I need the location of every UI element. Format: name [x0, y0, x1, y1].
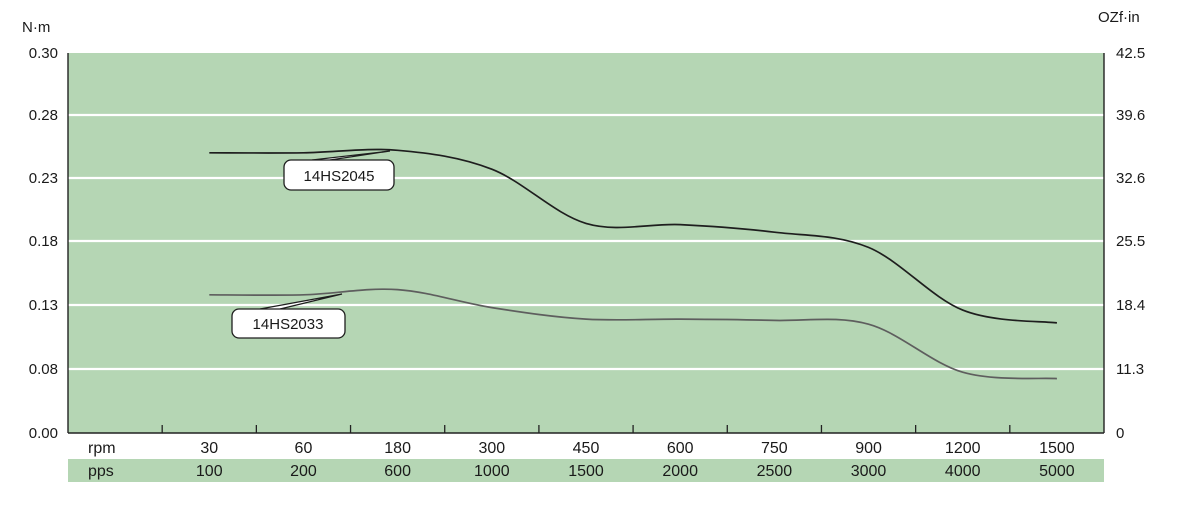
pps-tick-label: 2000	[662, 463, 698, 480]
y-left-tick-label: 0.08	[29, 361, 58, 378]
callout-14HS2033: 14HS2033	[231, 293, 346, 339]
callout-box-14HS2033	[231, 308, 346, 339]
rpm-tick-label: 180	[384, 440, 411, 457]
rpm-tick-labels: 30 60 180 300 450 600 750 900 1200 1500	[200, 440, 1074, 457]
x-axis-ticks	[161, 425, 1011, 433]
y-right-tick-label: 18.4	[1116, 297, 1145, 314]
y-left-tick-label: 0.28	[29, 107, 58, 124]
pps-tick-label: 2500	[757, 463, 793, 480]
pps-tick-label: 600	[384, 463, 411, 480]
y-left-tick-label: 0.00	[29, 425, 58, 442]
rpm-tick-label: 900	[855, 440, 882, 457]
callout-label-14HS2033: 14HS2033	[253, 316, 324, 333]
y-right-tick-label: 25.5	[1116, 233, 1145, 250]
rpm-tick-label: 300	[478, 440, 505, 457]
y-right-tick-label: 0	[1116, 425, 1124, 442]
pps-tick-labels: 100 200 600 1000 1500 2000 2500 3000 4000 5000	[196, 463, 1075, 480]
pps-tick-label: 5000	[1039, 463, 1075, 480]
y-left-tick-labels: 0.00 0.08 0.13 0.18 0.23 0.28 0.30	[29, 45, 58, 442]
callout-label-14HS2045: 14HS2045	[304, 168, 375, 185]
rpm-tick-label: 30	[200, 440, 218, 457]
gridlines	[68, 113, 1104, 371]
pps-tick-label: 100	[196, 463, 223, 480]
y-right-tick-labels: 0 11.3 18.4 25.5 32.6 39.6 42.5	[1116, 45, 1145, 442]
pps-tick-label: 200	[290, 463, 317, 480]
rpm-tick-label: 60	[295, 440, 313, 457]
rpm-tick-label: 750	[761, 440, 788, 457]
callout-14HS2045: 14HS2045	[283, 150, 395, 191]
y-left-tick-label: 0.30	[29, 45, 58, 62]
series-line-14HS2033	[209, 288, 1057, 380]
y-right-tick-label: 39.6	[1116, 107, 1145, 124]
callout-pointer-14HS2045	[311, 150, 391, 161]
rpm-tick-label: 1200	[945, 440, 981, 457]
series-lines	[209, 148, 1058, 380]
rpm-tick-label: 600	[667, 440, 694, 457]
rpm-tick-label: 1500	[1039, 440, 1075, 457]
y-left-tick-label: 0.13	[29, 297, 58, 314]
y-right-tick-label: 42.5	[1116, 45, 1145, 62]
y-right-tick-label: 32.6	[1116, 170, 1145, 187]
pps-row-label: pps	[88, 463, 114, 480]
pps-band	[68, 459, 1104, 482]
y-right-tick-label: 11.3	[1116, 361, 1144, 378]
y-left-tick-label: 0.23	[29, 170, 58, 187]
pps-tick-label: 1500	[568, 463, 604, 480]
y-left-unit-label: N·m	[22, 19, 50, 36]
pps-tick-label: 4000	[945, 463, 981, 480]
pps-tick-label: 3000	[851, 463, 887, 480]
rpm-tick-label: 450	[573, 440, 600, 457]
plot-background	[68, 53, 1104, 433]
rpm-row-label: rpm	[88, 440, 116, 457]
series-line-14HS2045	[209, 148, 1058, 324]
y-left-tick-label: 0.18	[29, 233, 58, 250]
callout-pointer-14HS2033	[259, 293, 343, 310]
callout-box-14HS2045	[283, 159, 395, 191]
pps-tick-label: 1000	[474, 463, 510, 480]
y-right-unit-label: OZf·in	[1098, 9, 1140, 26]
